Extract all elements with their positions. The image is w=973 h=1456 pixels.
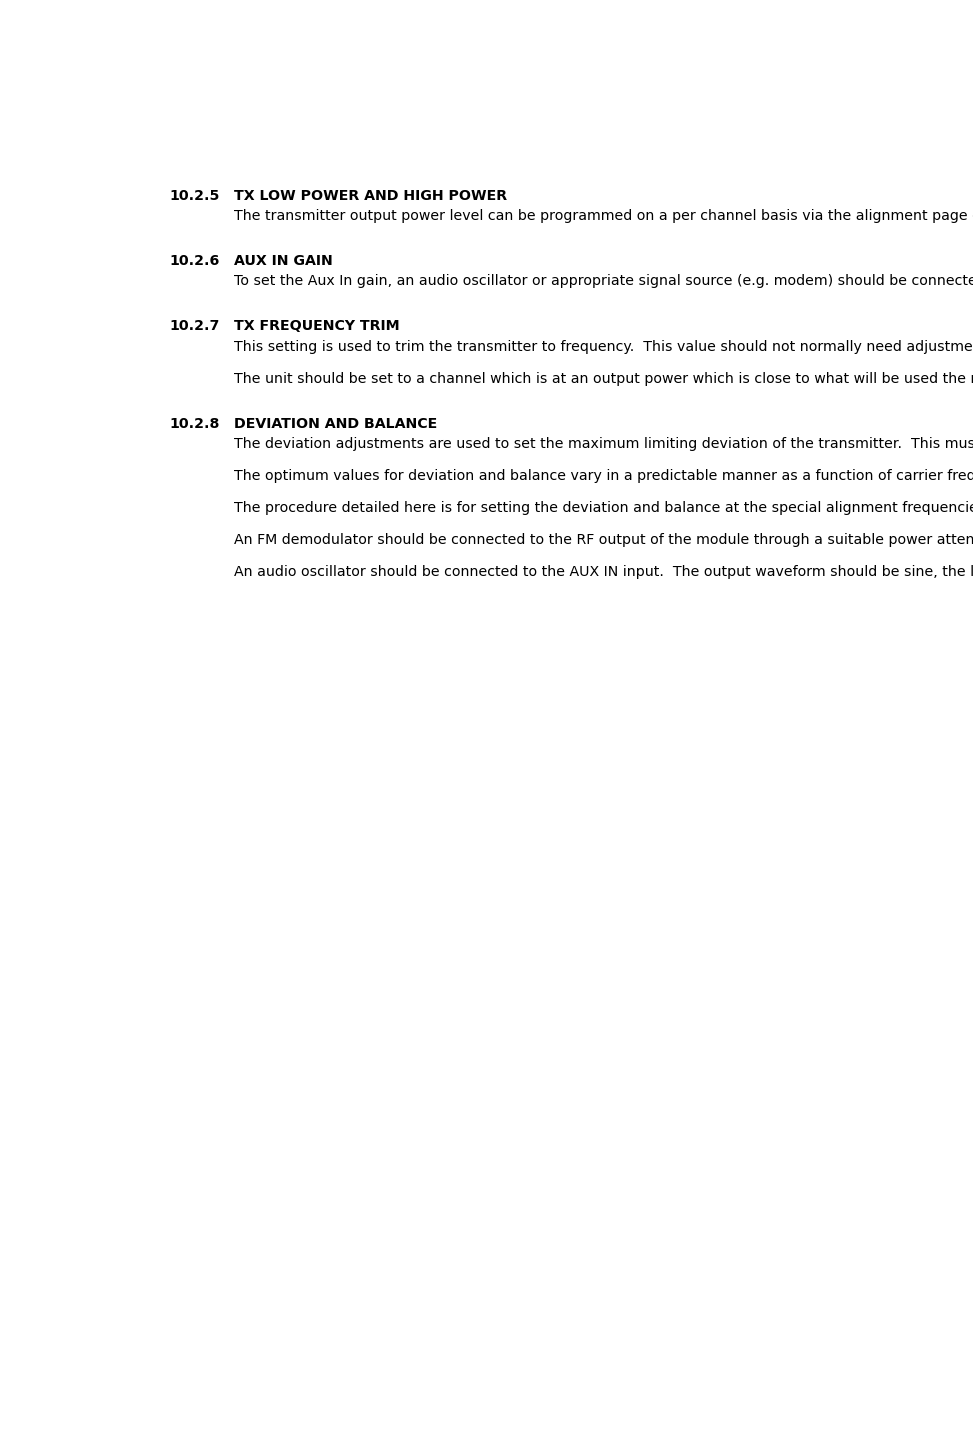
Text: The deviation adjustments are used to set the maximum limiting deviation of the : The deviation adjustments are used to se… — [234, 437, 973, 451]
Text: 10.2.8: 10.2.8 — [169, 416, 220, 431]
Text: 10.2.5: 10.2.5 — [169, 189, 220, 202]
Text: An audio oscillator should be connected to the AUX IN input.  The output wavefor: An audio oscillator should be connected … — [234, 565, 973, 579]
Text: The procedure detailed here is for setting the deviation and balance at the spec: The procedure detailed here is for setti… — [234, 501, 973, 515]
Text: 10.2.7: 10.2.7 — [169, 319, 220, 333]
Text: AUX IN GAIN: AUX IN GAIN — [234, 253, 333, 268]
Text: The optimum values for deviation and balance vary in a predictable manner as a f: The optimum values for deviation and bal… — [234, 469, 973, 483]
Text: TX FREQUENCY TRIM: TX FREQUENCY TRIM — [234, 319, 400, 333]
Text: This setting is used to trim the transmitter to frequency.  This value should no: This setting is used to trim the transmi… — [234, 339, 973, 354]
Text: To set the Aux In gain, an audio oscillator or appropriate signal source (e.g. m: To set the Aux In gain, an audio oscilla… — [234, 274, 973, 288]
Text: TX LOW POWER AND HIGH POWER: TX LOW POWER AND HIGH POWER — [234, 189, 507, 202]
Text: An FM demodulator should be connected to the RF output of the module through a s: An FM demodulator should be connected to… — [234, 533, 973, 547]
Text: The transmitter output power level can be programmed on a per channel basis via : The transmitter output power level can b… — [234, 210, 973, 223]
Text: The unit should be set to a channel which is at an output power which is close t: The unit should be set to a channel whic… — [234, 371, 973, 386]
Text: 10.2.6: 10.2.6 — [169, 253, 220, 268]
Text: DEVIATION AND BALANCE: DEVIATION AND BALANCE — [234, 416, 437, 431]
